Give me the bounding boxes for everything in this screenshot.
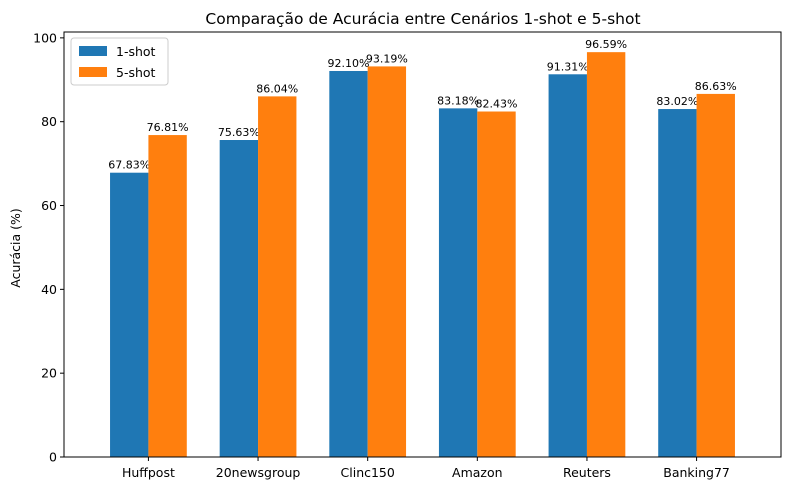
data-label-1-shot-Banking77: 83.02%	[656, 95, 698, 108]
chart-title: Comparação de Acurácia entre Cenários 1-…	[205, 10, 640, 28]
data-label-5-shot-Clinc150: 93.19%	[366, 52, 408, 65]
bar-1-shot-Reuters	[548, 74, 587, 457]
plot-frame	[63, 31, 782, 458]
bar-1-shot-20newsgroup	[219, 140, 259, 457]
data-label-1-shot-20newsgroup: 75.63%	[218, 126, 260, 139]
x-tick-label: Amazon	[452, 465, 503, 480]
legend-swatch-1-shot	[79, 46, 107, 56]
legend: 1-shot 5-shot	[70, 37, 169, 86]
y-tick-label: 20	[41, 366, 57, 381]
y-tick-label: 100	[33, 30, 57, 45]
bar-1-shot-Banking77	[658, 109, 697, 457]
bar-5-shot-Huffpost	[148, 135, 187, 458]
legend-swatch-5-shot	[79, 67, 107, 77]
x-tick-label: Banking77	[663, 465, 730, 480]
data-label-5-shot-Reuters: 96.59%	[585, 38, 627, 51]
bar-5-shot-20newsgroup	[258, 96, 297, 458]
data-label-1-shot-Clinc150: 92.10%	[328, 57, 370, 70]
bar-1-shot-Huffpost	[110, 172, 149, 457]
x-tick-label: Huffpost	[122, 465, 175, 480]
data-label-5-shot-Amazon: 82.43%	[476, 98, 518, 111]
data-label-5-shot-20newsgroup: 86.04%	[256, 82, 298, 95]
x-tick-label: Clinc150	[341, 465, 395, 480]
y-tick-label: 80	[41, 114, 57, 129]
bar-1-shot-Amazon	[438, 108, 478, 457]
data-label-5-shot-Banking77: 86.63%	[695, 80, 737, 93]
y-tick-label: 0	[49, 450, 57, 465]
bar-5-shot-Clinc150	[367, 66, 407, 457]
bar-5-shot-Banking77	[696, 93, 735, 457]
data-label-5-shot-Huffpost: 76.81%	[147, 121, 189, 134]
y-axis-label: Acurácia (%)	[8, 208, 23, 288]
legend-label-5-shot: 5-shot	[116, 65, 156, 80]
chart-axes: 0 20 40 60 80 100 Huffpost 20newsgroup Clinc150 A…	[33, 30, 782, 480]
data-label-1-shot-Amazon: 83.18%	[437, 94, 479, 107]
x-tick-label: 20newsgroup	[216, 465, 301, 480]
chart-marks: 67.83% 75.63% 92.10% 83.18% 91.31% 83.02% 76.8…	[108, 38, 737, 458]
data-label-1-shot-Reuters: 91.31%	[547, 60, 589, 73]
legend-label-1-shot: 1-shot	[116, 44, 156, 59]
y-tick-label: 60	[41, 198, 57, 213]
y-tick-label: 40	[41, 282, 57, 297]
bar-1-shot-Clinc150	[329, 70, 368, 458]
bar-5-shot-Reuters	[586, 52, 626, 458]
data-label-1-shot-Huffpost: 67.83%	[108, 159, 150, 172]
bar-5-shot-Amazon	[477, 111, 516, 457]
x-tick-label: Reuters	[563, 465, 611, 480]
